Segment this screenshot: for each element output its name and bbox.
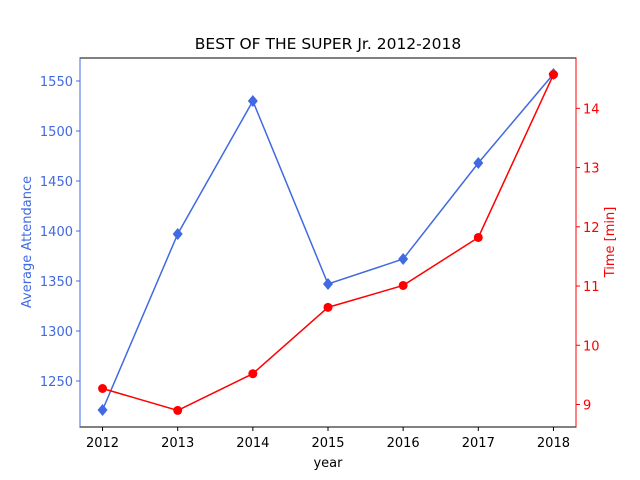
point bbox=[97, 404, 108, 416]
y2-tick-label: 9 bbox=[583, 398, 591, 413]
y-axis-label: Average Attendance bbox=[20, 176, 35, 308]
y2-tick-label: 14 bbox=[583, 102, 600, 117]
x-tick-label: 2012 bbox=[86, 436, 119, 451]
y-tick-label: 1400 bbox=[40, 225, 73, 240]
point bbox=[548, 70, 558, 80]
y2-tick-label: 11 bbox=[583, 280, 600, 295]
y2-tick-label: 13 bbox=[583, 162, 600, 177]
y-tick-label: 1450 bbox=[40, 175, 73, 190]
y-tick-label: 1250 bbox=[40, 375, 73, 390]
point bbox=[398, 280, 408, 290]
y-tick-label: 1550 bbox=[40, 75, 73, 90]
point bbox=[98, 384, 108, 394]
point bbox=[173, 405, 183, 415]
point bbox=[247, 95, 258, 107]
x-tick-label: 2017 bbox=[462, 436, 495, 451]
x-tick-label: 2018 bbox=[537, 436, 570, 451]
x-axis-label: year bbox=[313, 456, 343, 471]
x-tick-label: 2014 bbox=[236, 436, 269, 451]
y2-tick-label: 12 bbox=[583, 221, 600, 236]
y-tick-label: 1350 bbox=[40, 275, 73, 290]
point bbox=[248, 369, 258, 379]
x-tick-label: 2015 bbox=[311, 436, 344, 451]
point bbox=[172, 228, 183, 240]
series-line bbox=[102, 74, 555, 412]
point bbox=[398, 253, 409, 265]
point bbox=[323, 278, 333, 290]
x-tick-label: 2013 bbox=[161, 436, 194, 451]
point bbox=[473, 232, 483, 242]
y2-axis-label: Time [min] bbox=[603, 207, 618, 279]
chart-title: BEST OF THE SUPER Jr. 2012-2018 bbox=[195, 35, 461, 53]
plot-frame bbox=[79, 57, 577, 428]
y-tick-label: 1500 bbox=[40, 125, 73, 140]
series-line bbox=[101, 73, 555, 411]
point bbox=[323, 302, 333, 312]
x-tick-label: 2016 bbox=[387, 436, 420, 451]
y2-tick-label: 10 bbox=[583, 339, 600, 354]
y-tick-label: 1300 bbox=[40, 325, 73, 340]
point bbox=[473, 157, 484, 169]
